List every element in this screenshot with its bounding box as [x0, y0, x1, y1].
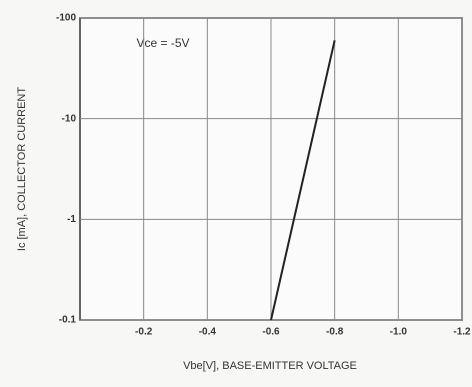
x-tick-label: -0.4: [199, 327, 217, 338]
y-tick-label: -1: [67, 214, 76, 225]
y-tick-label: -0.1: [59, 315, 77, 326]
y-tick-label: -100: [56, 13, 76, 24]
x-tick-label: -1.2: [453, 327, 471, 338]
y-axis-label: Ic [mA], COLLECTOR CURRENT: [16, 87, 28, 251]
x-tick-label: -0.6: [262, 327, 280, 338]
y-tick-label: -10: [62, 113, 77, 124]
annotation: Vce = -5V: [136, 36, 189, 50]
line: [270, 40, 336, 321]
x-tick-label: -0.2: [135, 327, 153, 338]
x-tick-label: -1.0: [390, 327, 408, 338]
x-axis-label: Vbe[V], BASE-EMITTER VOLTAGE: [183, 360, 357, 372]
x-tick-label: -0.8: [326, 327, 344, 338]
